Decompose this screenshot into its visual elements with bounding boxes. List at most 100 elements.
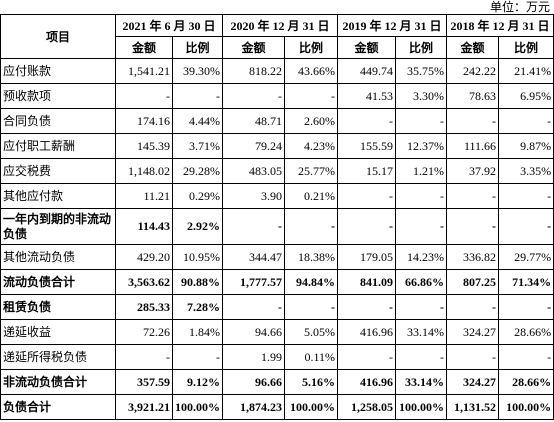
cell: 94.66 (222, 319, 286, 345)
table-row: 合同负债 174.16 4.44% 48.71 2.60% - - - - (0, 108, 554, 134)
cell: 33.14% (395, 319, 448, 345)
period-header: 2020 年 12 月 31 日 (222, 14, 339, 37)
cell: 12.37% (395, 133, 448, 159)
cell: 1,258.05 (337, 394, 397, 420)
table-row: 应付职工薪酬 145.39 3.71% 79.24 4.23% 155.59 12.37% 1… (0, 133, 554, 159)
cell: - (337, 208, 397, 245)
table-row: 一年内到期的非流动负债 114.43 2.92% - - - - - - (0, 208, 554, 245)
cell: 449.74 (337, 58, 397, 84)
cell: 9.12% (171, 369, 224, 395)
cell: 72.26 (115, 319, 173, 345)
cell: 3,563.62 (115, 269, 173, 295)
cell: - (171, 344, 224, 370)
cell: 6.95% (498, 83, 554, 109)
cell: 429.20 (115, 244, 173, 270)
row-label: 其他应付款 (0, 183, 116, 209)
header-row: 金额 比例 金额 比例 金额 比例 金额 比例 (1, 36, 554, 59)
cell: 100.00% (171, 394, 224, 420)
cell: - (498, 344, 554, 370)
table-row: 预收款项 - - - -41.53 3.30% 78.63 6.95% (0, 83, 554, 109)
row-label: 应付职工薪酬 (0, 133, 116, 159)
cell: 111.66 (446, 133, 500, 159)
cell: 21.41% (498, 58, 554, 84)
cell: - (395, 183, 448, 209)
cell: 242.22 (446, 58, 500, 84)
cell: - (222, 208, 286, 245)
cell: 483.05 (222, 158, 286, 184)
cell: 3.71% (171, 133, 224, 159)
row-label: 非流动负债合计 (0, 369, 116, 395)
table-row: 租赁负债 285.33 7.28% - - - - - - (0, 294, 554, 320)
cell: 15.17 (337, 158, 397, 184)
cell: 285.33 (115, 294, 173, 320)
cell: 100.00% (395, 394, 448, 420)
cell: - (446, 108, 500, 134)
cell: - (498, 108, 554, 134)
cell: 29.28% (171, 158, 224, 184)
table-row: 流动负债合计 3,563.62 90.88% 1,777.57 94.84% 841.09… (0, 269, 554, 295)
cell: - (337, 294, 397, 320)
cell: 841.09 (337, 269, 397, 295)
table-row: 应付账款 1,541.21 39.30% 818.22 43.66% 449.74 35.7… (0, 58, 554, 84)
row-label: 合同负债 (0, 108, 116, 134)
cell: - (337, 344, 397, 370)
cell: 0.11% (284, 344, 339, 370)
cell: 28.66% (498, 369, 554, 395)
cell: 3,921.21 (115, 394, 173, 420)
header-row: 项目 2021 年 6 月 30 日 2020 年 12 月 31 日 2019 年 … (0, 14, 554, 59)
row-label: 租赁负债 (0, 294, 116, 320)
cell: 4.44% (171, 108, 224, 134)
cell: 7.28% (171, 294, 224, 320)
cell: - (446, 183, 500, 209)
sub-header: 金额 (446, 36, 500, 59)
cell: - (395, 344, 448, 370)
table-row: 应交税费 1,148.02 29.28% 483.05 25.77% 15.17 1.21%… (0, 158, 554, 184)
row-label: 应交税费 (0, 158, 116, 184)
sub-header: 金额 (222, 36, 286, 59)
row-label: 预收款项 (0, 83, 116, 109)
cell: 145.39 (115, 133, 173, 159)
cell: 3.90 (222, 183, 286, 209)
cell: - (498, 208, 554, 245)
cell: 357.59 (115, 369, 173, 395)
cell: 416.96 (337, 319, 397, 345)
cell: - (115, 344, 173, 370)
cell: - (284, 83, 339, 109)
cell: 14.23% (395, 244, 448, 270)
table-row: 其他流动负债 429.20 10.95% 344.47 18.38% 179.05 14.2… (0, 244, 554, 270)
period-header: 2021 年 6 月 30 日 (114, 14, 224, 37)
cell: 3.30% (395, 83, 448, 109)
cell: 37.92 (446, 158, 500, 184)
table-body: 应付账款 1,541.21 39.30% 818.22 43.66% 449.74 35.7… (0, 58, 554, 420)
cell: 114.43 (115, 208, 173, 245)
cell: - (337, 108, 397, 134)
cell: 9.87% (498, 133, 554, 159)
cell: - (446, 208, 500, 245)
cell: - (395, 294, 448, 320)
cell: - (498, 294, 554, 320)
cell: 35.75% (395, 58, 448, 84)
cell: 155.59 (337, 133, 397, 159)
sub-header: 比例 (395, 36, 448, 59)
cell: 48.71 (222, 108, 286, 134)
cell: 100.00% (498, 394, 554, 420)
cell: 39.30% (171, 58, 224, 84)
row-label: 流动负债合计 (0, 269, 116, 295)
cell: 3.35% (498, 158, 554, 184)
cell: - (498, 183, 554, 209)
cell: 66.86% (395, 269, 448, 295)
cell: 25.77% (284, 158, 339, 184)
sub-header: 比例 (498, 36, 554, 59)
cell: - (395, 208, 448, 245)
cell: 11.21 (115, 183, 173, 209)
cell: 100.00% (284, 394, 339, 420)
period-header: 2019 年 12 月 31 日 (337, 14, 448, 37)
cell: 0.29% (171, 183, 224, 209)
cell: 33.14% (395, 369, 448, 395)
cell: 96.66 (222, 369, 286, 395)
cell: 2.92% (171, 208, 224, 245)
cell: 5.05% (284, 319, 339, 345)
cell: 1,541.21 (115, 58, 173, 84)
cell: 1.21% (395, 158, 448, 184)
